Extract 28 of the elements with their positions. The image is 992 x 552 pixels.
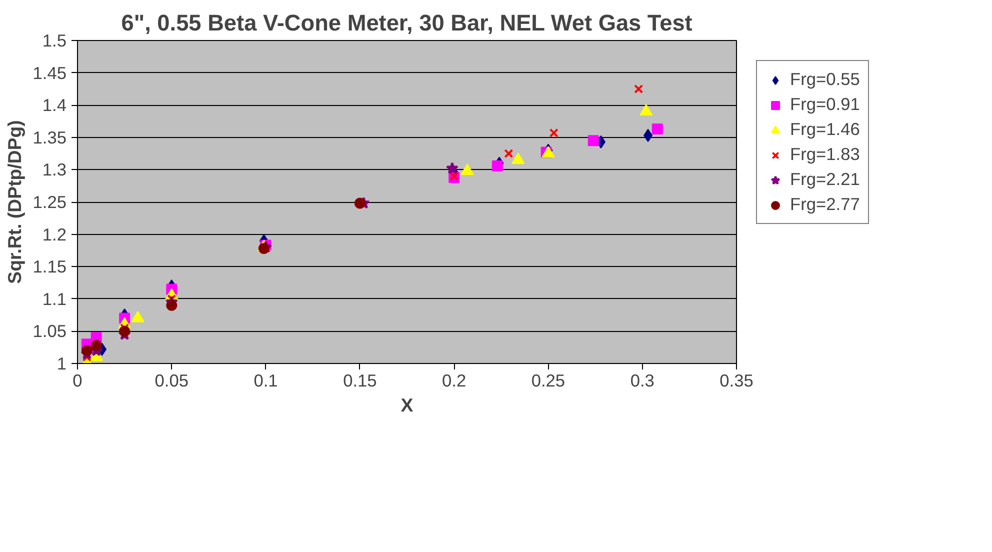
x-tick-label: 0.15: [343, 370, 377, 390]
legend-label: Frg=2.77: [790, 194, 860, 215]
legend-label: Frg=0.55: [790, 69, 860, 90]
y-tick-label: 1.35: [32, 127, 67, 148]
x-tick-label: 0.35: [720, 370, 754, 390]
x-tick-label: 0.1: [254, 370, 278, 390]
x-tick-label: 0: [72, 370, 82, 390]
x-tick-label: 0.05: [154, 370, 189, 390]
y-tick-label: 1: [56, 354, 67, 374]
y-tick-label: 1.1: [42, 288, 67, 309]
chart-title: 6", 0.55 Beta V-Cone Meter, 30 Bar, NEL Wet Gas Test: [121, 10, 693, 36]
y-tick-label: 1.4: [42, 95, 67, 116]
y-tick-label: 1.5: [42, 30, 67, 50]
y-tick-label: 1.45: [32, 62, 67, 83]
y-axis-title: Sqr.Rt. (DPtp/DPg): [4, 120, 25, 284]
x-axis-title: X: [400, 394, 414, 416]
y-tick-label: 1.2: [42, 224, 67, 244]
legend-label: Frg=1.46: [790, 119, 860, 140]
legend-label: Frg=2.21: [790, 169, 860, 190]
y-tick-label: 1.25: [32, 192, 67, 212]
x-tick-label: 0.3: [630, 370, 654, 390]
legend-label: Frg=0.91: [790, 94, 860, 115]
legend-label: Frg=1.83: [790, 144, 860, 165]
y-tick-label: 1.05: [32, 321, 67, 342]
y-tick-label: 1.15: [32, 256, 67, 277]
x-tick-label: 0.2: [442, 370, 466, 390]
y-tick-label: 1.3: [42, 160, 67, 180]
x-tick-label: 0.25: [531, 370, 566, 390]
